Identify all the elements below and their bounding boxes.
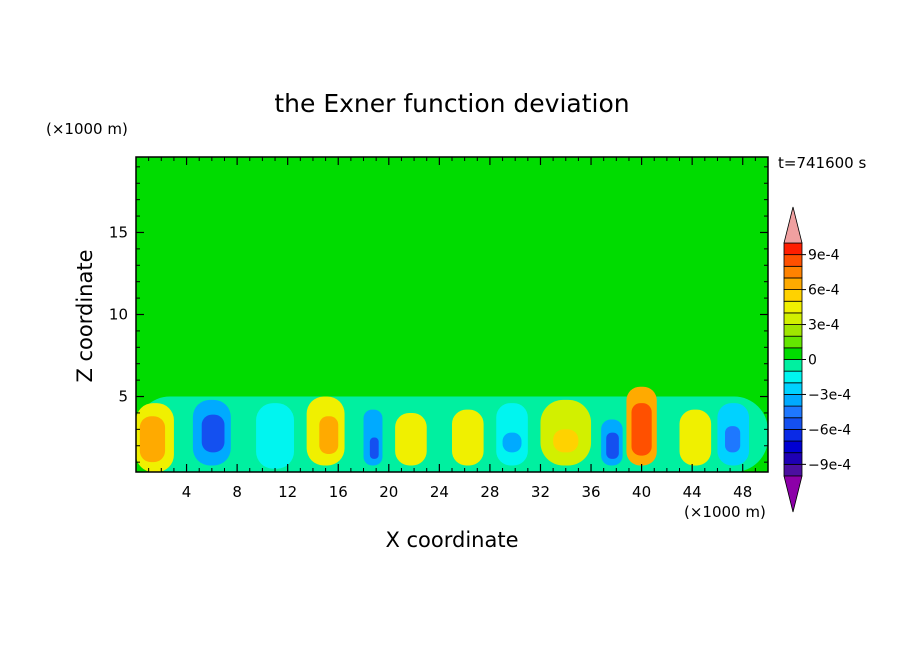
y-ticks: 5 10 15 [109,166,768,463]
colorbar-segment [783,405,803,419]
colorbar-tick-label: 9e-4 [808,248,840,264]
colorbar-tick-label: −6e-4 [808,422,851,438]
contour-cell [606,432,619,459]
x-tick-label: 40 [632,483,651,501]
colorbar-segment [783,289,803,302]
contour-cell [136,314,768,381]
y-unit-label: (×1000 m) [46,120,128,138]
colorbar-segment [783,359,803,372]
colorbar-segment [783,417,803,430]
contour-cell [395,412,427,466]
contour-cell [199,157,566,246]
colorbar-segment [783,382,803,395]
y-tick-label: 15 [109,223,128,241]
colorbar-segment [783,324,803,337]
colorbar-segment [783,335,803,349]
x-tick-label: 8 [232,483,242,501]
contour-cell [173,281,263,340]
contour-cell [679,409,712,466]
colorbar: 9e-4 6e-4 3e-4 0 −3e-4 −6e-4 −9e-4 [783,206,851,513]
contour-cell [369,437,379,459]
x-tick-label: 20 [379,483,398,501]
colorbar-segment [783,265,803,279]
colorbar-segment [783,254,803,267]
colorbar-segment [783,394,803,407]
colorbar-over-arrow [783,206,803,244]
x-axis-label: X coordinate [385,528,518,552]
colorbar-segment [783,312,803,325]
colorbar-tick-label: 3e-4 [808,318,840,334]
colorbar-tick-label: −3e-4 [808,387,851,403]
x-tick-label: 16 [329,483,348,501]
y-tick-label: 10 [109,306,128,324]
y-tick-label: 5 [118,388,128,406]
y-axis-label: Z coordinate [73,249,97,382]
colorbar-tick-label: 0 [808,353,817,369]
contour-cell [553,429,579,453]
colorbar-segment [783,440,803,454]
x-ticks: 4 8 12 16 20 24 28 32 36 40 44 48 [148,157,756,501]
colorbar-segment [783,300,803,314]
contour-cell [631,403,652,456]
x-tick-label: 36 [581,483,600,501]
contour-cell [139,416,166,463]
x-tick-label: 44 [683,483,702,501]
colorbar-under-arrow [783,475,803,513]
contour-cell [725,426,741,453]
contour-cell [201,414,225,453]
x-tick-label: 28 [480,483,499,501]
contour-cell [319,416,339,454]
x-tick-label: 4 [182,483,192,501]
x-tick-label: 24 [430,483,449,501]
colorbar-segment [783,428,803,442]
colorbar-segment [783,370,803,384]
colorbar-segment [783,242,803,256]
colorbar-tick-label: 6e-4 [808,283,840,299]
contour-fill [136,157,768,472]
colorbar-segment [783,463,803,477]
colorbar-tick-label: −9e-4 [808,457,851,473]
time-label: t=741600 s [778,154,866,172]
colorbar-segment [783,452,803,465]
x-tick-label: 48 [733,483,752,501]
x-tick-label: 12 [278,483,297,501]
contour-cell [452,409,484,466]
x-unit-label: (×1000 m) [684,503,766,521]
colorbar-segment [783,347,803,360]
x-tick-label: 32 [531,483,550,501]
contour-cell [256,403,294,469]
colorbar-segment [783,277,803,291]
chart-title: the Exner function deviation [274,89,629,118]
contour-cell [502,432,522,453]
